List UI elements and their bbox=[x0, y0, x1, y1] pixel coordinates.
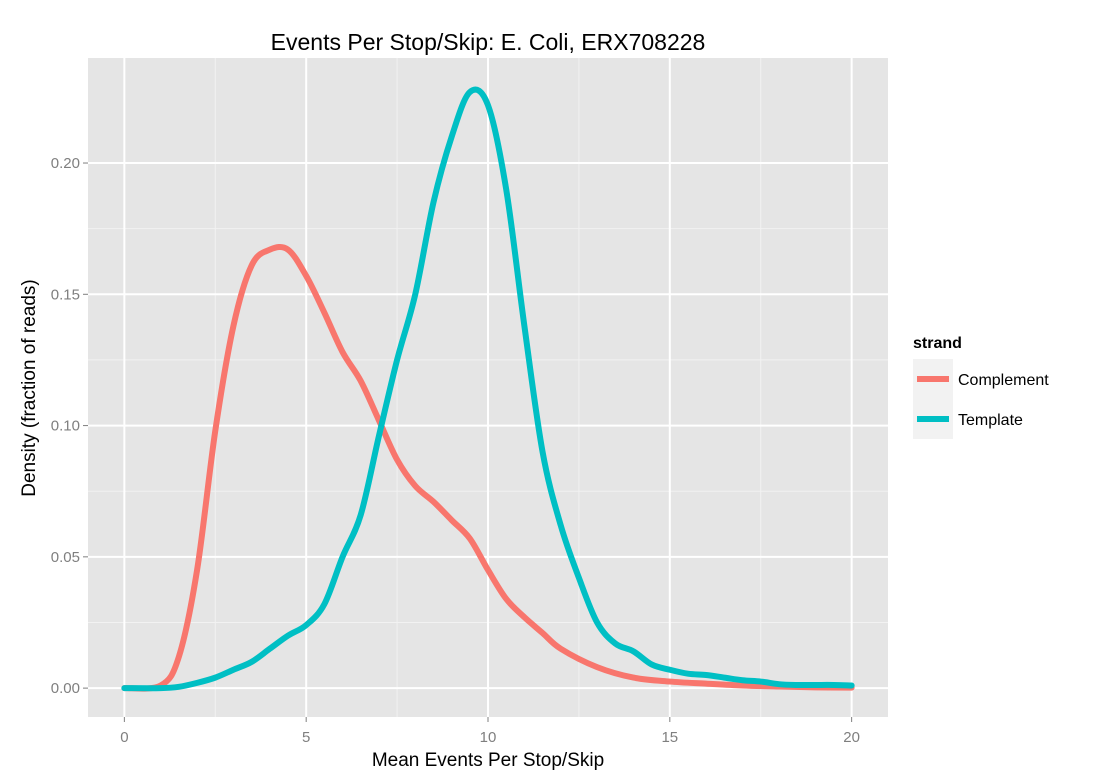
x-tick-label: 10 bbox=[480, 729, 497, 746]
y-tick-label: 0.15 bbox=[51, 286, 80, 303]
y-axis-title: Density (fraction of reads) bbox=[19, 279, 40, 497]
y-tick-label: 0.10 bbox=[51, 418, 80, 435]
major-gridlines bbox=[88, 58, 888, 717]
y-tick-label: 0.00 bbox=[51, 680, 80, 697]
x-tick-label: 20 bbox=[843, 729, 860, 746]
x-axis-ticks: 0 5 10 15 20 bbox=[120, 717, 860, 746]
y-axis-ticks: 0.00 0.05 0.10 0.15 0.20 bbox=[51, 155, 88, 697]
x-tick-label: 5 bbox=[302, 729, 310, 746]
legend-label-template: Template bbox=[958, 412, 1023, 429]
y-tick-label: 0.05 bbox=[51, 549, 80, 566]
series-lines bbox=[121, 86, 855, 692]
series-line-complement bbox=[121, 244, 855, 692]
y-tick-label: 0.20 bbox=[51, 155, 80, 172]
x-tick-label: 0 bbox=[120, 729, 128, 746]
legend: strand Complement Template bbox=[913, 335, 1049, 439]
x-tick-label: 15 bbox=[661, 729, 678, 746]
legend-title: strand bbox=[913, 335, 962, 352]
series-line-template bbox=[121, 86, 855, 692]
chart-title: Events Per Stop/Skip: E. Coli, ERX708228 bbox=[271, 29, 706, 55]
x-axis-title: Mean Events Per Stop/Skip bbox=[372, 750, 604, 771]
legend-label-complement: Complement bbox=[958, 372, 1049, 389]
